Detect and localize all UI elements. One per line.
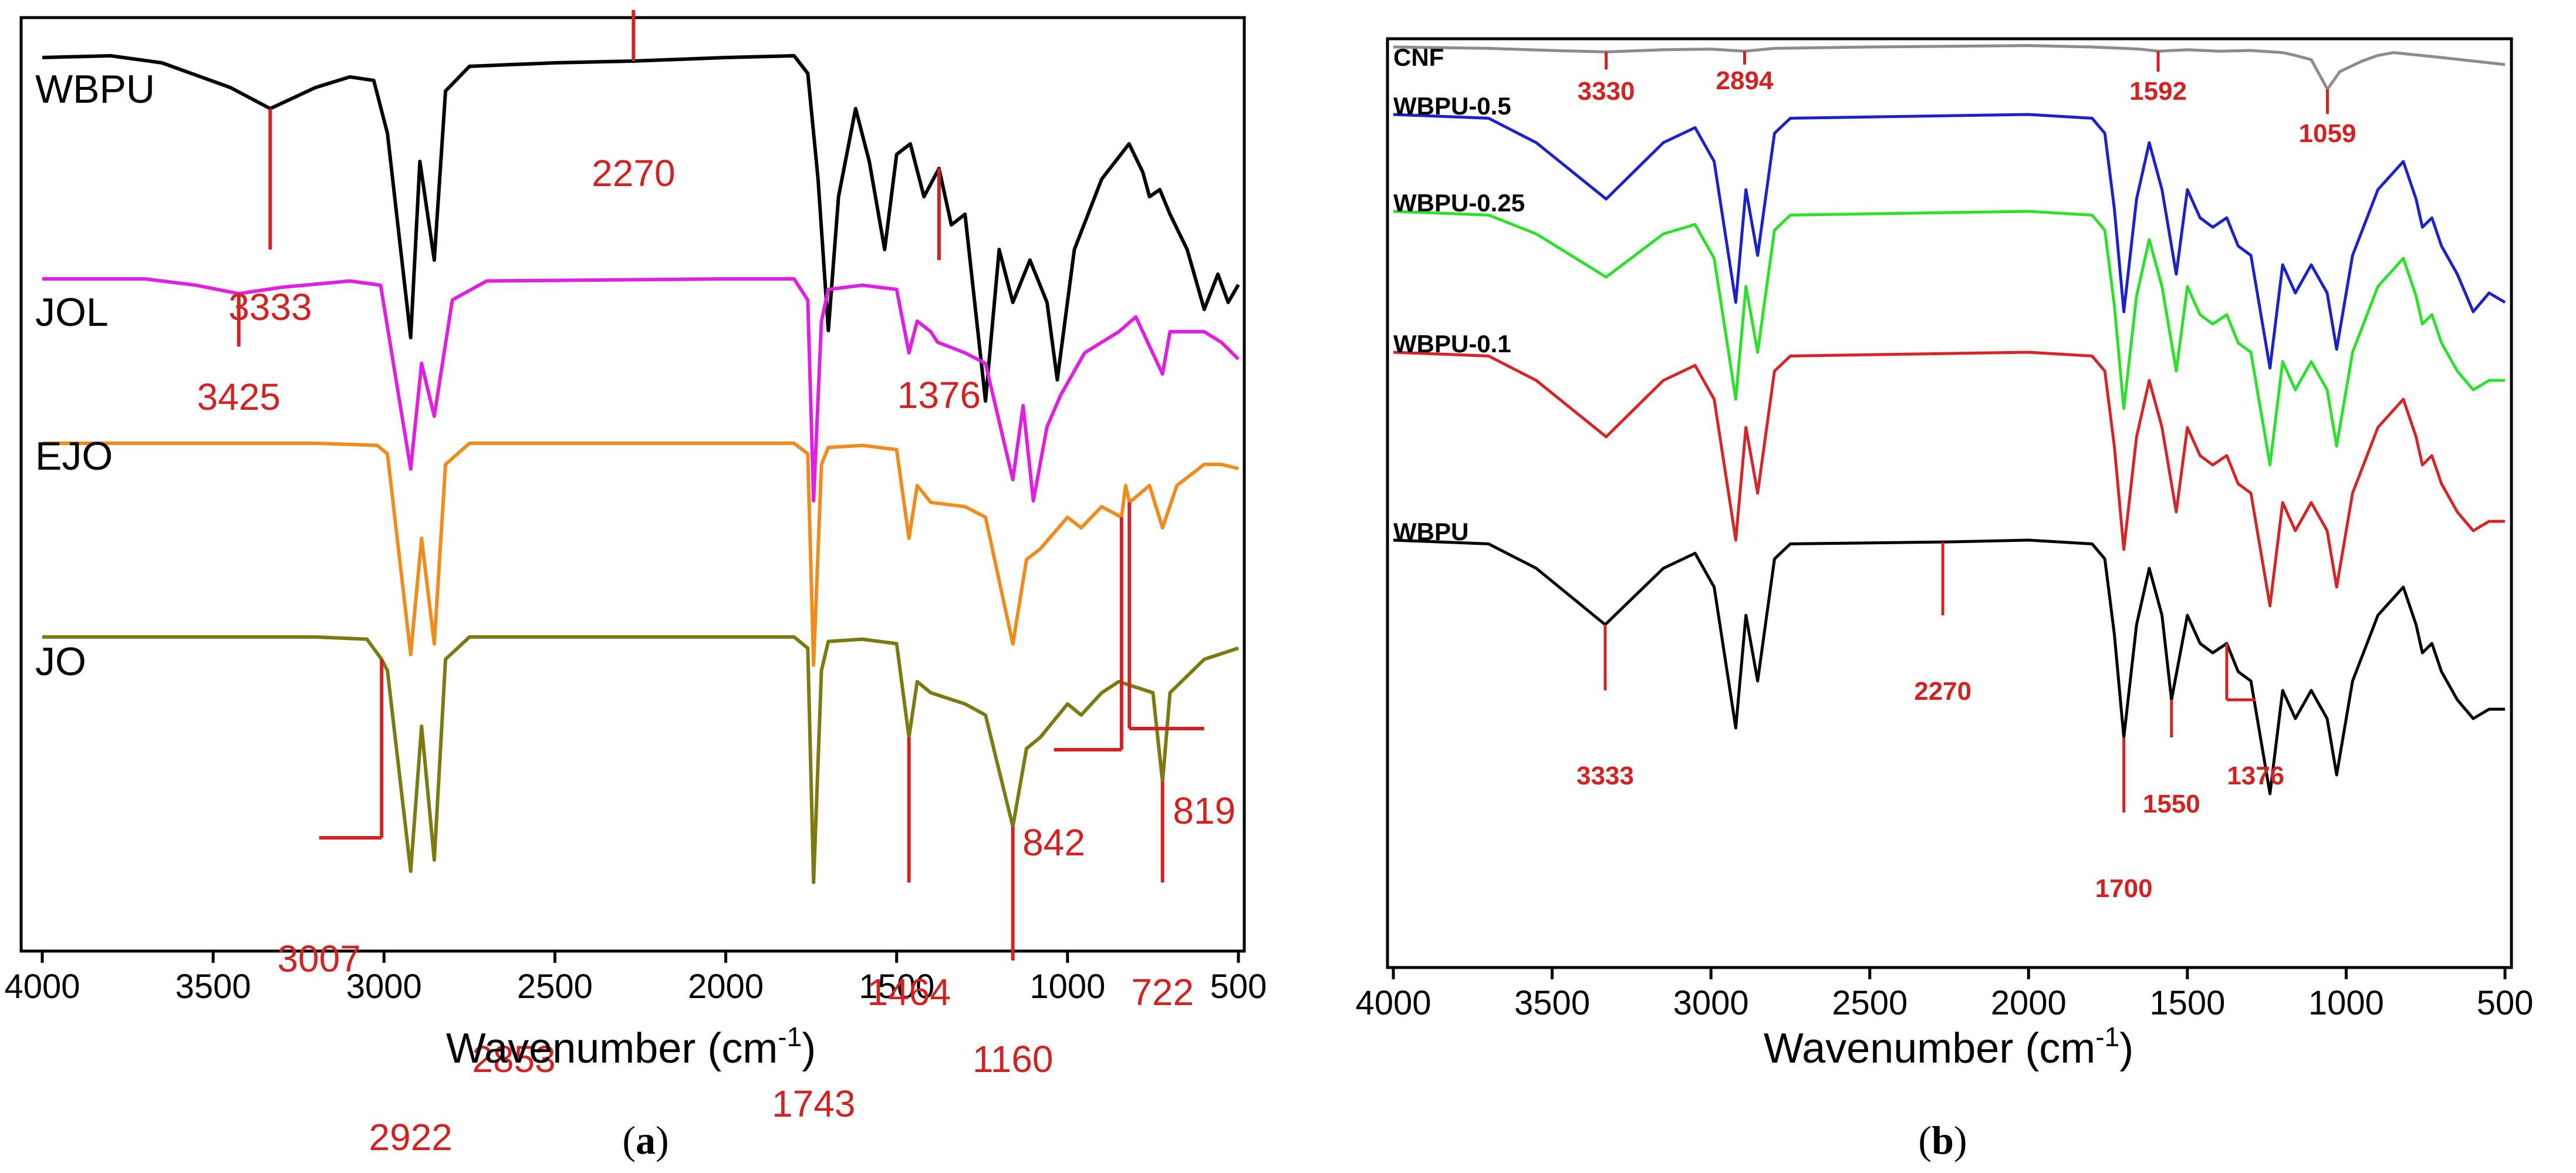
annotation-jo-722: 722 xyxy=(1131,782,1194,1013)
annotation-ejo-819: 819 xyxy=(1127,502,1235,832)
annotation-wbpu-3333: 3333 xyxy=(1576,625,1634,790)
annotation-label: 1464 xyxy=(867,971,950,1013)
x-tick-label-3500: 3500 xyxy=(1514,984,1590,1022)
x-tick-label-500: 500 xyxy=(1210,968,1267,1006)
annotation-label: 2270 xyxy=(1914,677,1971,706)
series-labels-b: CNF WBPU-0.5 WBPU-0.25 WBPU-0.1 WBPU xyxy=(1393,43,1525,545)
x-tick-label-500: 500 xyxy=(2477,984,2534,1022)
annotation-cnf-2894: 2894 xyxy=(1716,51,1774,95)
annotation-label: 1376 xyxy=(897,374,981,416)
annotation-wbpu-1700: 1700 xyxy=(2095,737,2153,903)
annotation-label: 2853 xyxy=(472,1038,555,1080)
x-tick-label-1500: 1500 xyxy=(859,968,934,1006)
series-label-wbpu-0-5: WBPU-0.5 xyxy=(1393,92,1511,120)
annotation-wbpu-1550: 1550 xyxy=(2143,700,2200,818)
annotation-jo-2922: 2922 xyxy=(369,1116,453,1158)
x-tick-label-4000: 4000 xyxy=(1355,984,1431,1022)
x-axis-ticks-a: 4000 3500 3000 2500 2000 1500 1000 500 xyxy=(4,951,1267,1006)
annotation-label: 3425 xyxy=(197,376,281,418)
annotation-cnf-1059: 1059 xyxy=(2299,89,2356,148)
x-tick-label-2000: 2000 xyxy=(688,968,764,1006)
panel-a: 4000 3500 3000 2500 2000 1500 1000 500 3333 2270… xyxy=(4,10,1267,1162)
annotation-label: 722 xyxy=(1131,971,1194,1013)
x-axis-title-a: Wavenumber (cm-1) xyxy=(446,1022,816,1072)
series-label-wbpu-0-25: WBPU-0.25 xyxy=(1393,189,1525,217)
series-line-wbpu xyxy=(1393,538,2505,796)
annotation-label: 3333 xyxy=(228,286,312,328)
annotation-wbpu-2270: 2270 xyxy=(592,10,676,194)
series-label-jo: JO xyxy=(35,639,86,684)
annotation-label: 2922 xyxy=(369,1116,453,1158)
series-label-wbpu: WBPU xyxy=(1393,518,1468,545)
series-group-b xyxy=(1393,44,2506,796)
annotation-jo-2853: 2853 xyxy=(472,1038,555,1080)
x-tick-label-1000: 1000 xyxy=(1029,968,1105,1006)
x-tick-label-2000: 2000 xyxy=(1991,984,2067,1022)
panel-caption-b: (b) xyxy=(1918,1118,1967,1162)
annotation-jo-1160: 1160 xyxy=(973,827,1054,1080)
series-line-wbpu-0-25 xyxy=(1393,210,2505,467)
series-line-wbpu xyxy=(42,54,1240,403)
x-axis-title-b: Wavenumber (cm-1) xyxy=(1764,1022,2133,1072)
series-labels-a: WBPU JOL EJO JO xyxy=(35,67,155,684)
annotation-cnf-1592: 1592 xyxy=(2129,51,2187,106)
annotation-label: 1592 xyxy=(2129,77,2187,106)
annotation-label: 1743 xyxy=(772,1083,855,1125)
series-line-jo xyxy=(42,635,1239,884)
series-line-cnf xyxy=(1393,44,2506,91)
x-tick-label-1500: 1500 xyxy=(2149,984,2225,1022)
annotation-wbpu-3333: 3333 xyxy=(228,109,312,328)
annotation-label: 1160 xyxy=(973,1038,1054,1080)
annotation-label: 1376 xyxy=(2227,761,2284,790)
annotation-ejo-842: 842 xyxy=(1022,517,1123,864)
series-line-wbpu-0-5 xyxy=(1393,113,2506,370)
series-group-a xyxy=(42,54,1240,884)
series-line-ejo xyxy=(42,441,1239,667)
plot-frame-b xyxy=(1386,37,2513,969)
series-label-wbpu-0-1: WBPU-0.1 xyxy=(1393,330,1511,358)
annotation-label: 1550 xyxy=(2143,790,2200,818)
series-label-jol: JOL xyxy=(35,290,109,335)
series-label-cnf: CNF xyxy=(1393,43,1444,71)
annotation-label: 3007 xyxy=(277,938,360,980)
annotation-label: 819 xyxy=(1173,790,1235,832)
x-tick-label-2500: 2500 xyxy=(1832,984,1907,1022)
series-label-ejo: EJO xyxy=(35,434,113,478)
x-tick-label-3000: 3000 xyxy=(1673,984,1749,1022)
x-tick-label-4000: 4000 xyxy=(4,968,80,1006)
annotation-label: 1700 xyxy=(2095,874,2153,903)
panel-b: 4000 3500 3000 2500 2000 1500 1000 500 3330 2894… xyxy=(1355,37,2533,1162)
annotation-wbpu-1376: 1376 xyxy=(897,168,981,416)
series-line-jol xyxy=(42,277,1240,503)
annotation-label: 3333 xyxy=(1576,761,1634,790)
annotation-label: 1059 xyxy=(2299,119,2356,148)
annotation-label: 3330 xyxy=(1578,77,1635,106)
annotation-wbpu-1376: 1376 xyxy=(2225,643,2284,790)
annotation-jo-1743: 1743 xyxy=(772,1083,855,1125)
x-tick-label-3000: 3000 xyxy=(346,968,422,1006)
x-axis-ticks-b: 4000 3500 3000 2500 2000 1500 1000 500 xyxy=(1355,968,2533,1022)
annotation-jol-3425: 3425 xyxy=(197,294,281,418)
panel-caption-a: (a) xyxy=(622,1118,669,1162)
series-label-wbpu: WBPU xyxy=(35,67,155,112)
annotation-jo-3007: 3007 xyxy=(277,659,384,980)
annotation-label: 2270 xyxy=(592,152,675,194)
annotations-b: 3330 2894 1592 1059 3333 2270 1700 1550 1376 xyxy=(1576,51,2356,903)
annotation-jo-1464: 1464 xyxy=(867,737,951,1013)
x-tick-label-2500: 2500 xyxy=(517,968,593,1006)
annotation-label: 842 xyxy=(1022,821,1085,864)
x-tick-label-1000: 1000 xyxy=(2308,984,2384,1022)
series-line-wbpu-0-1 xyxy=(1393,350,2505,608)
x-tick-label-3500: 3500 xyxy=(175,968,251,1006)
annotations-a: 3333 2270 1376 3425 842 819 3007 2922 2853 1743 14… xyxy=(197,10,1235,1158)
annotation-wbpu-2270: 2270 xyxy=(1914,542,1971,706)
annotation-cnf-3330: 3330 xyxy=(1578,52,1635,106)
annotation-label: 2894 xyxy=(1716,66,1774,95)
